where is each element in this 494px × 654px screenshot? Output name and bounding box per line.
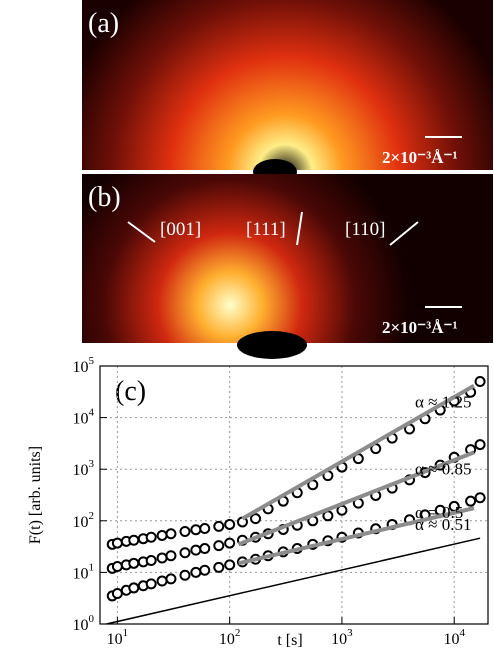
data-point <box>165 528 177 540</box>
fit-line <box>238 506 475 566</box>
data-point <box>111 561 123 573</box>
data-point <box>190 566 202 578</box>
data-point <box>156 529 168 541</box>
data-point <box>128 582 140 594</box>
fit-line <box>106 537 481 625</box>
data-point <box>165 550 177 562</box>
tick-base: 10 <box>73 617 89 634</box>
data-point <box>250 513 262 525</box>
tick-base: 10 <box>443 631 459 648</box>
tick-label: 103 <box>331 627 353 648</box>
tick-exponent: 0 <box>89 613 95 625</box>
data-point <box>179 526 191 538</box>
tick-label: 103 <box>73 458 95 479</box>
data-point <box>179 547 191 559</box>
data-point <box>179 569 191 581</box>
panel-label: (b) <box>88 182 121 213</box>
fit-line <box>237 450 475 547</box>
data-point <box>190 544 202 556</box>
scale-label: 2×10⁻³Å⁻¹ <box>382 148 458 167</box>
data-point <box>474 492 486 504</box>
tick-label: 102 <box>219 627 241 648</box>
x-axis-label: t [s] <box>277 632 302 649</box>
data-point <box>199 543 211 555</box>
panel-b: (b) [001] [111] [110] 2×10⁻³Å⁻¹ <box>82 174 493 359</box>
panel-a: (a) 2×10⁻³Å⁻¹ <box>82 0 493 185</box>
image-a <box>82 0 493 170</box>
data-point <box>156 552 168 564</box>
tick-label: 101 <box>73 561 95 582</box>
data-point <box>145 531 157 543</box>
y-axis-label: F(t) [arb. units] <box>27 446 44 544</box>
fit-label: α ≈ 0.51 <box>415 515 472 534</box>
beamstop <box>237 331 307 359</box>
tick-base: 10 <box>73 514 89 531</box>
tick-label: 105 <box>73 355 95 376</box>
direction-label: [001] <box>160 219 201 240</box>
data-point <box>465 495 477 507</box>
tick-exponent: 4 <box>459 627 465 639</box>
tick-label: 100 <box>73 613 95 634</box>
chart: (c) t [s] F(t) [arb. units] 101 102 103 104… <box>27 355 489 649</box>
arrow <box>127 221 156 243</box>
arrow <box>296 211 303 246</box>
fit-label: α = 0.5 <box>415 503 463 522</box>
tick-base: 10 <box>219 631 235 648</box>
direction-label: [111] <box>246 219 286 240</box>
tick-base: 10 <box>331 631 347 648</box>
data-point <box>213 520 225 532</box>
tick-base: 10 <box>107 631 123 648</box>
tick-exponent: 3 <box>347 627 353 639</box>
tick-base: 10 <box>73 565 89 582</box>
data-point <box>213 561 225 573</box>
data-point <box>145 555 157 567</box>
tick-exponent: 5 <box>89 355 95 367</box>
scale-label: 2×10⁻³Å⁻¹ <box>382 318 458 337</box>
data-point <box>156 575 168 587</box>
tick-label: 101 <box>107 627 129 648</box>
data-point <box>474 376 486 388</box>
data-point <box>128 557 140 569</box>
data-point <box>190 524 202 536</box>
panel-label: (c) <box>115 376 146 407</box>
data-point <box>145 578 157 590</box>
fit-label: α ≈ 0.85 <box>415 459 472 478</box>
tick-exponent: 1 <box>123 627 129 639</box>
arrow <box>389 221 419 246</box>
tick-label: 104 <box>443 627 465 648</box>
tick-base: 10 <box>73 411 89 428</box>
data-point <box>474 439 486 451</box>
tick-exponent: 4 <box>89 407 95 419</box>
tick-exponent: 1 <box>89 561 95 573</box>
tick-label: 102 <box>73 510 95 531</box>
tick-exponent: 2 <box>89 510 95 522</box>
tick-exponent: 3 <box>89 458 95 470</box>
fit-label: α ≈ 1.25 <box>415 393 472 412</box>
data-point <box>111 537 123 549</box>
data-point <box>224 537 236 549</box>
data-point <box>224 518 236 530</box>
data-point <box>224 559 236 571</box>
direction-label: [110] <box>345 219 385 240</box>
fit-line <box>241 383 475 521</box>
data-point <box>128 534 140 546</box>
panel-label: (a) <box>88 8 119 39</box>
tick-label: 104 <box>73 407 95 428</box>
data-point <box>199 522 211 534</box>
image-b <box>82 174 493 343</box>
tick-base: 10 <box>73 359 89 376</box>
plot-frame <box>99 365 489 625</box>
data-point <box>111 588 123 600</box>
data-point <box>199 564 211 576</box>
tick-exponent: 2 <box>235 627 241 639</box>
data-point <box>213 540 225 552</box>
tick-base: 10 <box>73 462 89 479</box>
data-point <box>165 573 177 585</box>
